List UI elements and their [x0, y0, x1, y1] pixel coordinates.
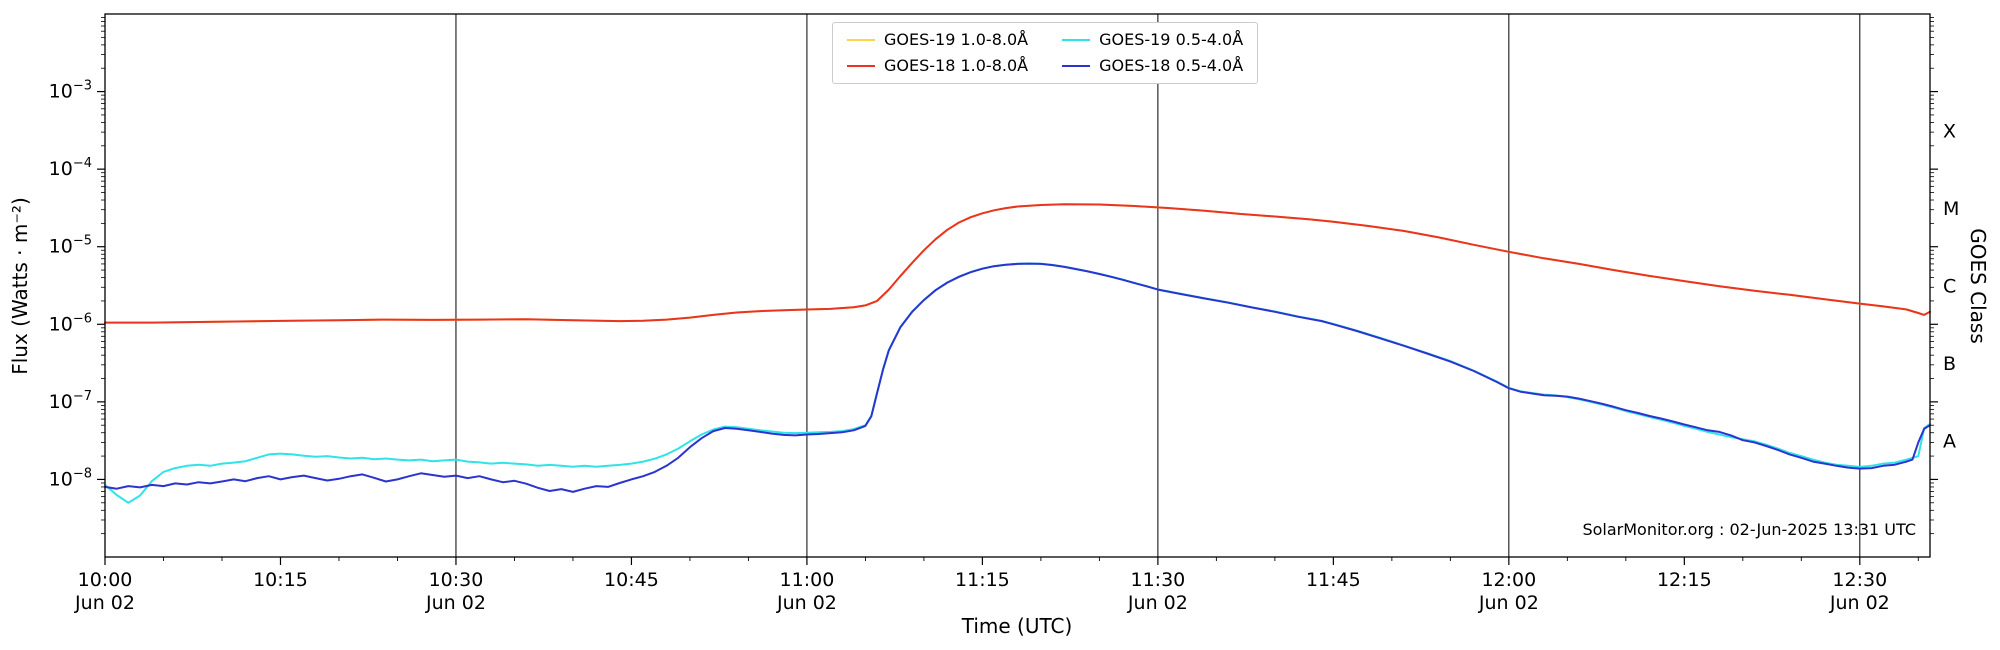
legend-label: GOES-18 1.0-8.0Å [884, 56, 1029, 75]
legend-line-swatch [847, 65, 875, 67]
x-tick-label: 10:00 [78, 569, 133, 591]
x-tick-date-label: Jun 02 [1829, 592, 1890, 614]
y-tick-label: 10−6 [49, 311, 92, 335]
x-tick-date-label: Jun 02 [1127, 592, 1188, 614]
plot-border [104, 13, 1931, 558]
goes-class-letter-b: B [1943, 353, 1956, 375]
legend-label: GOES-19 1.0-8.0Å [884, 30, 1029, 49]
x-axis-label: Time (UTC) [961, 614, 1073, 638]
x-tick-label: 11:45 [1306, 569, 1361, 591]
y-tick-label: 10−4 [49, 156, 92, 180]
y-axis-label-goes-class: GOES Class [1966, 228, 1990, 344]
legend: GOES-19 1.0-8.0Å GOES-18 1.0-8.0Å GOES-19 … [832, 22, 1259, 84]
series-goes-18-1-0-8-0- [104, 203, 1931, 324]
x-tick-label: 10:15 [253, 569, 308, 591]
x-tick-label: 10:45 [604, 569, 659, 591]
y-axis-label-flux: Flux (Watts · m⁻²) [8, 197, 32, 375]
x-tick-label: 11:30 [1131, 569, 1186, 591]
legend-line-swatch [847, 39, 875, 41]
x-tick-label: 12:15 [1657, 569, 1712, 591]
y-tick-label: 10−8 [49, 466, 92, 490]
legend-line-swatch [1062, 65, 1091, 67]
legend-label: GOES-18 0.5-4.0Å [1099, 56, 1244, 75]
legend-item: GOES-18 0.5-4.0Å [1062, 56, 1243, 76]
x-tick-date-label: Jun 02 [1478, 592, 1539, 614]
goes-class-letter-m: M [1943, 198, 1959, 220]
goes-class-letter-c: C [1943, 276, 1956, 298]
x-tick-label: 11:00 [780, 569, 835, 591]
y-tick-label: 10−7 [49, 389, 92, 413]
series-goes-18-0-5-4-0- [104, 262, 1931, 493]
x-tick-date-label: Jun 02 [74, 592, 135, 614]
x-tick-label: 11:15 [955, 569, 1010, 591]
y-tick-label: 10−3 [49, 79, 92, 103]
goes-class-letter-x: X [1943, 120, 1956, 142]
legend-item: GOES-18 1.0-8.0Å [847, 56, 1028, 76]
legend-item: GOES-19 0.5-4.0Å [1062, 30, 1243, 50]
x-tick-date-label: Jun 02 [425, 592, 486, 614]
x-tick-label: 12:00 [1481, 569, 1536, 591]
legend-item: GOES-19 1.0-8.0Å [847, 30, 1028, 50]
series-goes-19-0-5-4-0- [104, 262, 1931, 504]
x-tick-label: 12:30 [1832, 569, 1887, 591]
legend-line-swatch [1062, 39, 1091, 41]
y-tick-label: 10−5 [49, 234, 92, 258]
goes-class-letter-a: A [1943, 431, 1956, 453]
solarmonitor-credit: SolarMonitor.org : 02-Jun-2025 13:31 UTC [1582, 520, 1916, 539]
x-tick-date-label: Jun 02 [776, 592, 837, 614]
x-tick-label: 10:30 [429, 569, 484, 591]
legend-label: GOES-19 0.5-4.0Å [1099, 30, 1244, 49]
